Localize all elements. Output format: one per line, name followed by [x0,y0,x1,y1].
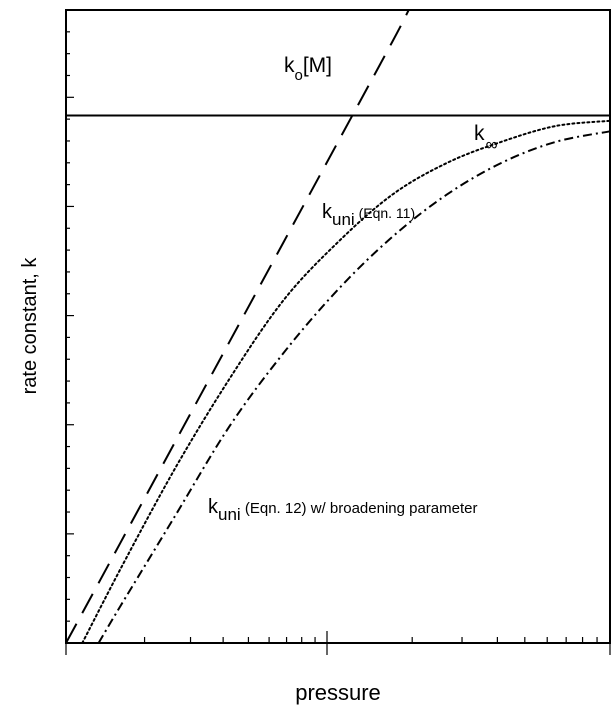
series-line-k-uni-eqn-12-w-broadening-parameter [97,130,611,644]
ko-label-sub: o [295,67,303,84]
eq12-label: kuni (Eqn. 12) w/ broadening parameter [208,496,478,524]
eq12-label-main: k [208,496,219,518]
eq12-label-tail: (Eqn. 12) w/ broadening parameter [241,500,478,517]
plot-frame [65,9,611,644]
kinf-label-sub: ∞ [486,135,498,154]
series-layer [65,9,611,644]
minor-ticks [65,31,611,655]
eq11-label-sub: uni [332,210,355,229]
ko-label-tail: [M] [303,54,332,77]
series-line-k-uni-eqn-11 [81,119,611,644]
series-line-k-o-m [65,9,410,644]
eq11-label: kuni (Eqn. 11) [322,201,415,229]
eq12-label-sub: uni [218,505,241,524]
eq11-label-tail: (Eqn. 11) [355,205,415,221]
x-axis-label: pressure [295,680,381,705]
ko-label: ko[M] [284,54,332,84]
kinf-label: k∞ [474,122,498,154]
y-axis-label: rate constant, k [19,257,41,395]
eq11-label-main: k [322,201,333,223]
kinf-label-main: k [474,122,485,145]
ko-label-main: k [284,54,295,77]
